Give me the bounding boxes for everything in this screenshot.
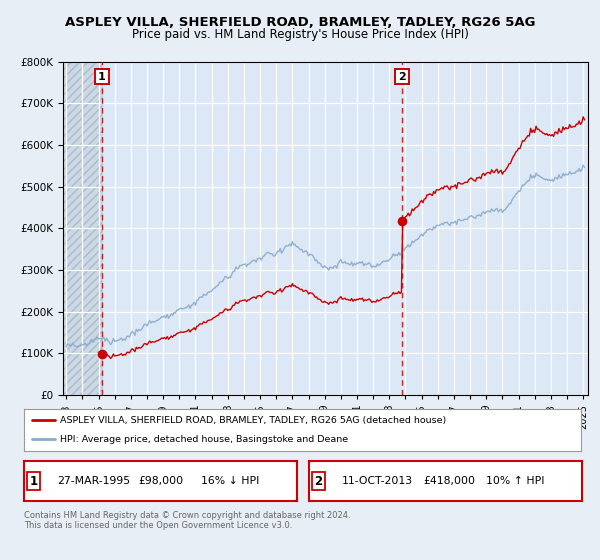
- Bar: [63, 62, 102, 395]
- Text: 1: 1: [29, 474, 38, 488]
- Text: 27-MAR-1995: 27-MAR-1995: [57, 476, 130, 486]
- Text: £418,000: £418,000: [424, 476, 476, 486]
- Text: HPI: Average price, detached house, Basingstoke and Deane: HPI: Average price, detached house, Basi…: [60, 435, 349, 444]
- Text: 10% ↑ HPI: 10% ↑ HPI: [487, 476, 545, 486]
- Bar: [63, 62, 102, 395]
- Text: 2: 2: [398, 72, 406, 82]
- Text: Price paid vs. HM Land Registry's House Price Index (HPI): Price paid vs. HM Land Registry's House …: [131, 28, 469, 41]
- Text: 2: 2: [314, 474, 323, 488]
- Text: 16% ↓ HPI: 16% ↓ HPI: [202, 476, 260, 486]
- Text: ASPLEY VILLA, SHERFIELD ROAD, BRAMLEY, TADLEY, RG26 5AG: ASPLEY VILLA, SHERFIELD ROAD, BRAMLEY, T…: [65, 16, 535, 29]
- Text: ASPLEY VILLA, SHERFIELD ROAD, BRAMLEY, TADLEY, RG26 5AG (detached house): ASPLEY VILLA, SHERFIELD ROAD, BRAMLEY, T…: [60, 416, 446, 425]
- Text: £98,000: £98,000: [139, 476, 184, 486]
- Text: Contains HM Land Registry data © Crown copyright and database right 2024.
This d: Contains HM Land Registry data © Crown c…: [24, 511, 350, 530]
- Text: 1: 1: [98, 72, 106, 82]
- Text: 11-OCT-2013: 11-OCT-2013: [342, 476, 413, 486]
